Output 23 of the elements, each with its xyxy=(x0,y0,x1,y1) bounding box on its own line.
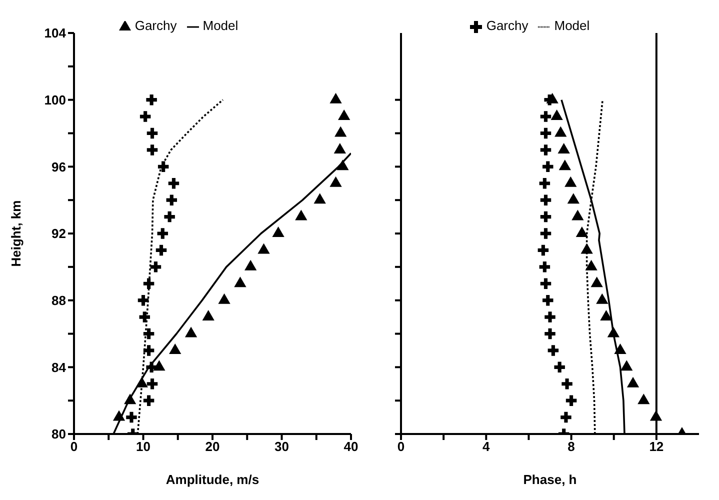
x-tick-label: 0 xyxy=(70,439,78,454)
y-tick-label: 88 xyxy=(52,292,66,308)
y-axis-title: Height, km xyxy=(8,200,24,267)
legend-label: Garchy xyxy=(486,18,528,33)
y-tick-label: 92 xyxy=(52,226,66,242)
x-tick-label: 0 xyxy=(397,439,405,454)
x-axis-title: Amplitude, m/s xyxy=(166,472,260,487)
x-tick-label: 40 xyxy=(344,439,358,454)
legend-label: Model xyxy=(554,18,590,33)
x-tick-label: 4 xyxy=(482,439,491,454)
x-tick-label: 30 xyxy=(274,439,289,454)
x-tick-label: 10 xyxy=(136,439,150,454)
y-tick-label: 84 xyxy=(52,360,67,375)
y-tick-label: 100 xyxy=(44,92,66,108)
legend-label: Model xyxy=(202,18,238,33)
legend-label: Garchy xyxy=(134,18,177,33)
x-tick-label: 8 xyxy=(568,439,575,454)
x-tick-label: 12 xyxy=(649,439,664,454)
y-tick-label: 104 xyxy=(44,26,67,41)
x-tick-label: 20 xyxy=(205,439,220,454)
y-tick-label: 96 xyxy=(52,159,66,174)
y-tick-label: 80 xyxy=(52,426,66,442)
x-axis-title: Phase, h xyxy=(523,472,577,487)
